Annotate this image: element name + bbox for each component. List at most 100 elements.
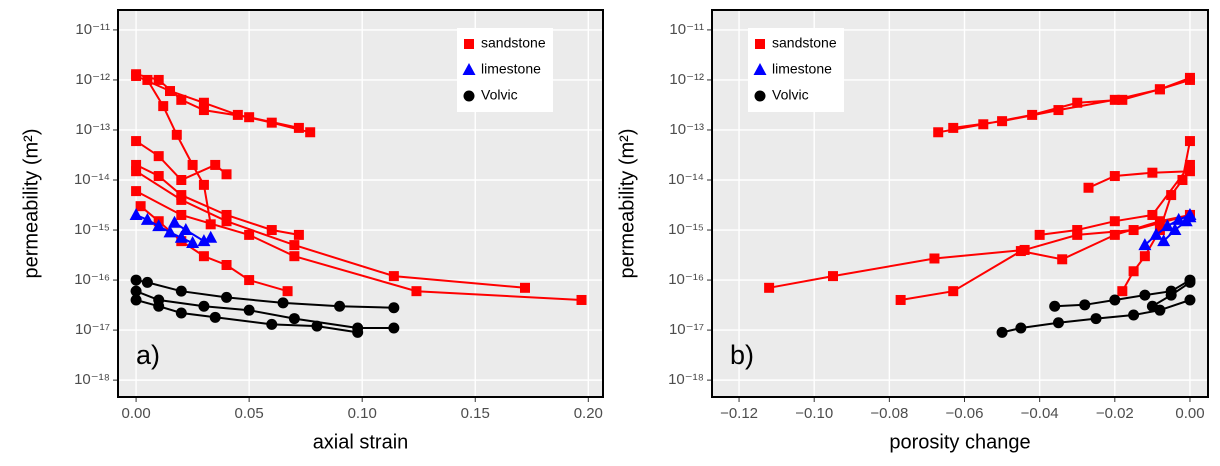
marker	[1128, 309, 1140, 321]
marker	[1184, 294, 1196, 306]
x-tick-label: 0.00	[121, 405, 150, 422]
x-tick-label: −0.02	[1096, 405, 1134, 422]
x-tick-label: 0.00	[1175, 405, 1204, 422]
marker	[1177, 175, 1188, 186]
marker	[266, 117, 277, 128]
marker	[142, 74, 153, 85]
marker	[168, 215, 182, 228]
y-tick-label: 10⁻¹⁸	[668, 371, 704, 388]
marker	[209, 311, 221, 323]
marker	[1172, 212, 1186, 225]
panel-label: a)	[136, 340, 160, 370]
marker	[996, 326, 1008, 338]
marker	[929, 253, 940, 264]
marker	[519, 282, 530, 293]
marker	[1015, 246, 1026, 257]
marker	[198, 179, 209, 190]
marker	[244, 229, 255, 240]
marker	[1184, 166, 1195, 177]
marker	[131, 70, 142, 81]
marker	[1015, 322, 1027, 334]
x-axis-title: axial strain	[313, 431, 409, 453]
marker	[131, 166, 142, 177]
marker	[1138, 238, 1152, 251]
marker	[176, 194, 187, 205]
marker	[152, 219, 166, 232]
y-axis-title: permeability (m²)	[20, 128, 42, 278]
marker	[266, 318, 278, 330]
marker	[198, 97, 209, 108]
marker	[1109, 94, 1120, 105]
x-tick-label: 0.05	[235, 405, 264, 422]
marker	[352, 326, 364, 338]
legend-label: limestone	[772, 61, 832, 77]
marker	[1165, 289, 1177, 301]
marker	[1147, 209, 1158, 220]
legend-label: Volvic	[772, 87, 809, 103]
marker	[153, 151, 164, 162]
marker	[1184, 72, 1195, 83]
marker	[153, 171, 164, 182]
plot-frame	[711, 9, 1209, 398]
marker	[266, 225, 277, 236]
marker	[388, 271, 399, 282]
marker	[221, 291, 233, 303]
marker	[1057, 254, 1068, 265]
marker	[244, 275, 255, 286]
marker	[388, 302, 400, 314]
y-tick-label: 10⁻¹⁶	[74, 271, 110, 288]
y-tick-label: 10⁻¹⁴	[668, 171, 704, 188]
marker	[1053, 105, 1064, 116]
marker	[827, 271, 838, 282]
y-tick-label: 10⁻¹¹	[75, 21, 110, 38]
marker	[1183, 210, 1197, 223]
marker	[293, 122, 304, 133]
marker	[1146, 300, 1158, 312]
marker	[1109, 171, 1120, 182]
legend-label: sandstone	[772, 35, 837, 51]
marker	[176, 94, 187, 105]
marker	[1117, 286, 1128, 297]
marker	[464, 39, 474, 49]
marker	[411, 286, 422, 297]
marker	[179, 223, 193, 236]
marker	[1154, 216, 1165, 227]
marker	[197, 234, 211, 247]
marker	[1117, 94, 1128, 105]
marker	[204, 230, 218, 243]
marker	[187, 159, 198, 170]
x-tick-label: −0.12	[720, 405, 758, 422]
x-tick-label: −0.08	[870, 405, 908, 422]
marker	[131, 159, 142, 170]
marker	[221, 260, 232, 271]
marker	[277, 297, 289, 309]
marker	[388, 322, 400, 334]
x-tick-label: 0.10	[348, 405, 377, 422]
marker	[198, 300, 210, 312]
marker	[1168, 223, 1182, 236]
marker	[1184, 276, 1196, 288]
marker	[198, 251, 209, 262]
x-axis-title: porosity change	[889, 431, 1030, 453]
marker	[1072, 225, 1083, 236]
marker	[135, 201, 146, 212]
marker	[978, 119, 989, 130]
marker	[221, 209, 232, 220]
marker	[174, 230, 188, 243]
x-tick-label: 0.15	[461, 405, 490, 422]
marker	[1147, 167, 1158, 178]
marker	[1128, 225, 1139, 236]
marker	[232, 109, 243, 120]
marker	[895, 294, 906, 305]
marker	[288, 313, 300, 325]
marker	[1109, 229, 1120, 240]
marker	[1083, 182, 1094, 193]
marker	[158, 101, 169, 112]
x-tick-label: −0.04	[1021, 405, 1059, 422]
y-tick-label: 10⁻¹⁵	[74, 221, 110, 238]
marker	[997, 116, 1008, 127]
marker	[171, 129, 182, 140]
y-tick-label: 10⁻¹⁷	[75, 321, 110, 338]
legend-label: sandstone	[481, 35, 546, 51]
